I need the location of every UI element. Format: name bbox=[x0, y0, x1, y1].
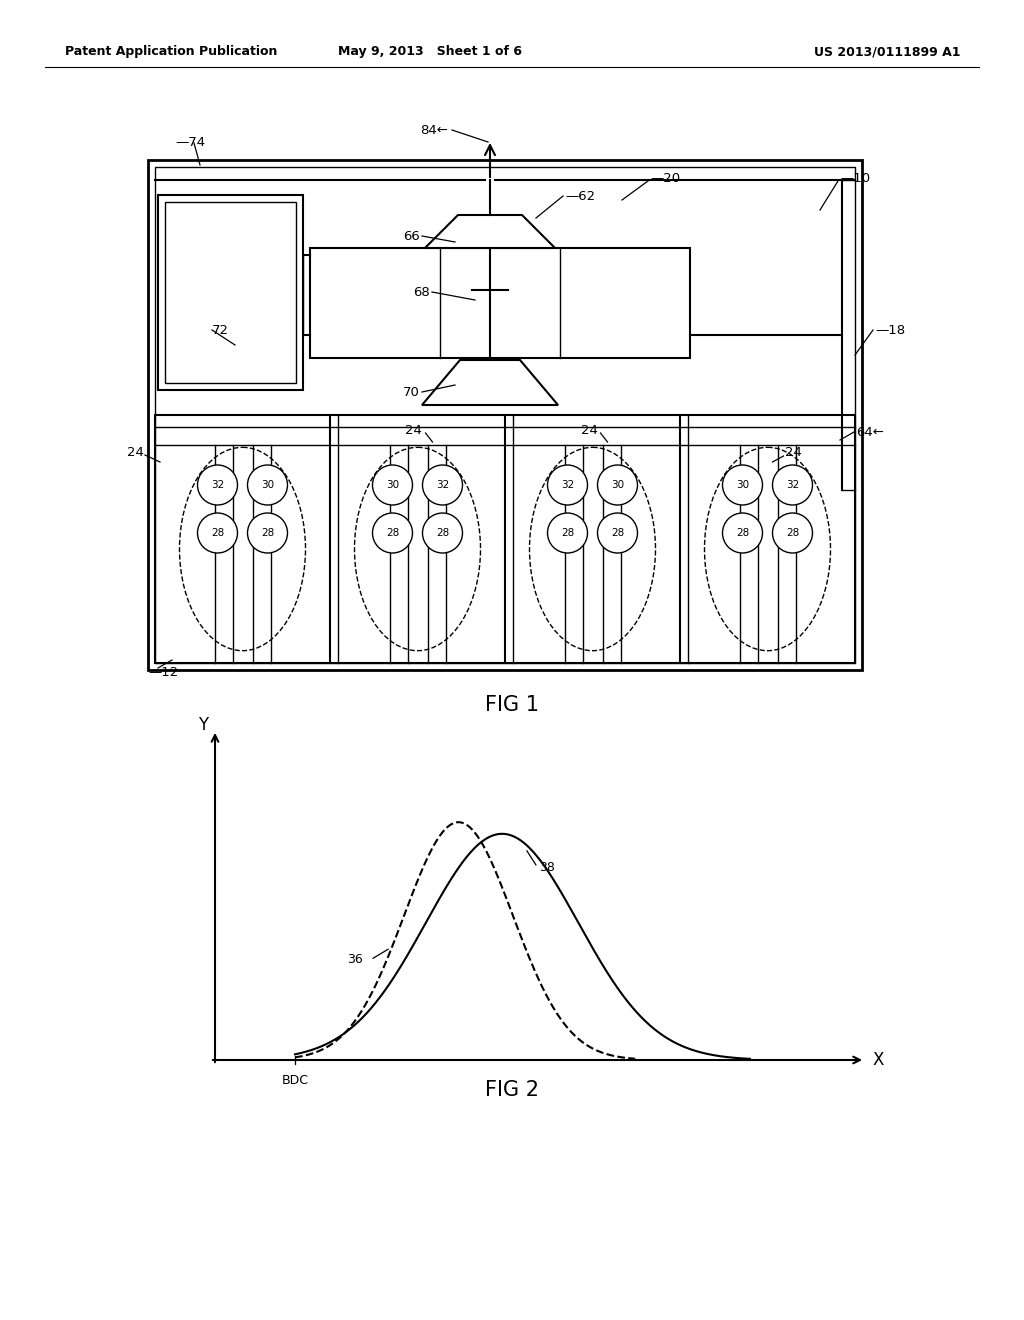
Bar bbox=[155, 168, 855, 663]
Text: 24: 24 bbox=[127, 446, 144, 458]
Text: 28: 28 bbox=[736, 528, 750, 539]
Text: US 2013/0111899 A1: US 2013/0111899 A1 bbox=[813, 45, 961, 58]
Text: 30: 30 bbox=[261, 480, 274, 490]
Circle shape bbox=[373, 465, 413, 506]
Bar bbox=[155, 414, 855, 663]
Text: —10: —10 bbox=[840, 172, 870, 185]
Text: 70: 70 bbox=[403, 385, 420, 399]
Circle shape bbox=[248, 465, 288, 506]
Text: 30: 30 bbox=[611, 480, 624, 490]
Bar bbox=[158, 195, 303, 389]
Text: 32: 32 bbox=[436, 480, 450, 490]
Text: 32: 32 bbox=[561, 480, 574, 490]
Circle shape bbox=[597, 465, 638, 506]
Circle shape bbox=[548, 513, 588, 553]
Circle shape bbox=[248, 513, 288, 553]
Text: —18: —18 bbox=[874, 323, 905, 337]
Text: 28: 28 bbox=[261, 528, 274, 539]
Text: May 9, 2013   Sheet 1 of 6: May 9, 2013 Sheet 1 of 6 bbox=[338, 45, 522, 58]
Text: FIG 1: FIG 1 bbox=[485, 696, 539, 715]
Text: 68: 68 bbox=[414, 285, 430, 298]
Circle shape bbox=[423, 465, 463, 506]
Text: 64←: 64← bbox=[856, 425, 884, 438]
Text: 28: 28 bbox=[211, 528, 224, 539]
Text: —20: —20 bbox=[650, 172, 680, 185]
Bar bbox=[148, 160, 862, 671]
Polygon shape bbox=[422, 360, 558, 405]
Text: —62: —62 bbox=[565, 190, 595, 202]
Text: 28: 28 bbox=[785, 528, 799, 539]
Text: 32: 32 bbox=[785, 480, 799, 490]
Text: —12: —12 bbox=[148, 665, 178, 678]
Text: 24: 24 bbox=[406, 424, 422, 437]
Text: —74: —74 bbox=[175, 136, 205, 149]
Text: 30: 30 bbox=[736, 480, 750, 490]
Circle shape bbox=[723, 465, 763, 506]
Text: 28: 28 bbox=[561, 528, 574, 539]
Text: 66: 66 bbox=[403, 230, 420, 243]
Circle shape bbox=[423, 513, 463, 553]
Text: X: X bbox=[872, 1051, 884, 1069]
Text: 24: 24 bbox=[785, 446, 803, 458]
Circle shape bbox=[373, 513, 413, 553]
Text: 72: 72 bbox=[212, 323, 229, 337]
Text: 28: 28 bbox=[436, 528, 450, 539]
Text: Patent Application Publication: Patent Application Publication bbox=[65, 45, 278, 58]
Bar bbox=[310, 248, 690, 358]
Circle shape bbox=[597, 513, 638, 553]
Polygon shape bbox=[425, 215, 555, 248]
Text: FIG 2: FIG 2 bbox=[485, 1080, 539, 1100]
Text: Y: Y bbox=[198, 715, 208, 734]
Text: 38: 38 bbox=[539, 862, 555, 874]
Text: 28: 28 bbox=[386, 528, 399, 539]
Text: 24: 24 bbox=[581, 424, 597, 437]
Circle shape bbox=[772, 513, 812, 553]
Circle shape bbox=[198, 513, 238, 553]
Circle shape bbox=[548, 465, 588, 506]
Circle shape bbox=[772, 465, 812, 506]
Text: 36: 36 bbox=[347, 953, 364, 966]
Text: 84←: 84← bbox=[420, 124, 449, 136]
Text: 32: 32 bbox=[211, 480, 224, 490]
Circle shape bbox=[723, 513, 763, 553]
Text: 30: 30 bbox=[386, 480, 399, 490]
Bar bbox=[165, 202, 296, 383]
Circle shape bbox=[198, 465, 238, 506]
Text: BDC: BDC bbox=[282, 1073, 308, 1086]
Text: 28: 28 bbox=[611, 528, 624, 539]
